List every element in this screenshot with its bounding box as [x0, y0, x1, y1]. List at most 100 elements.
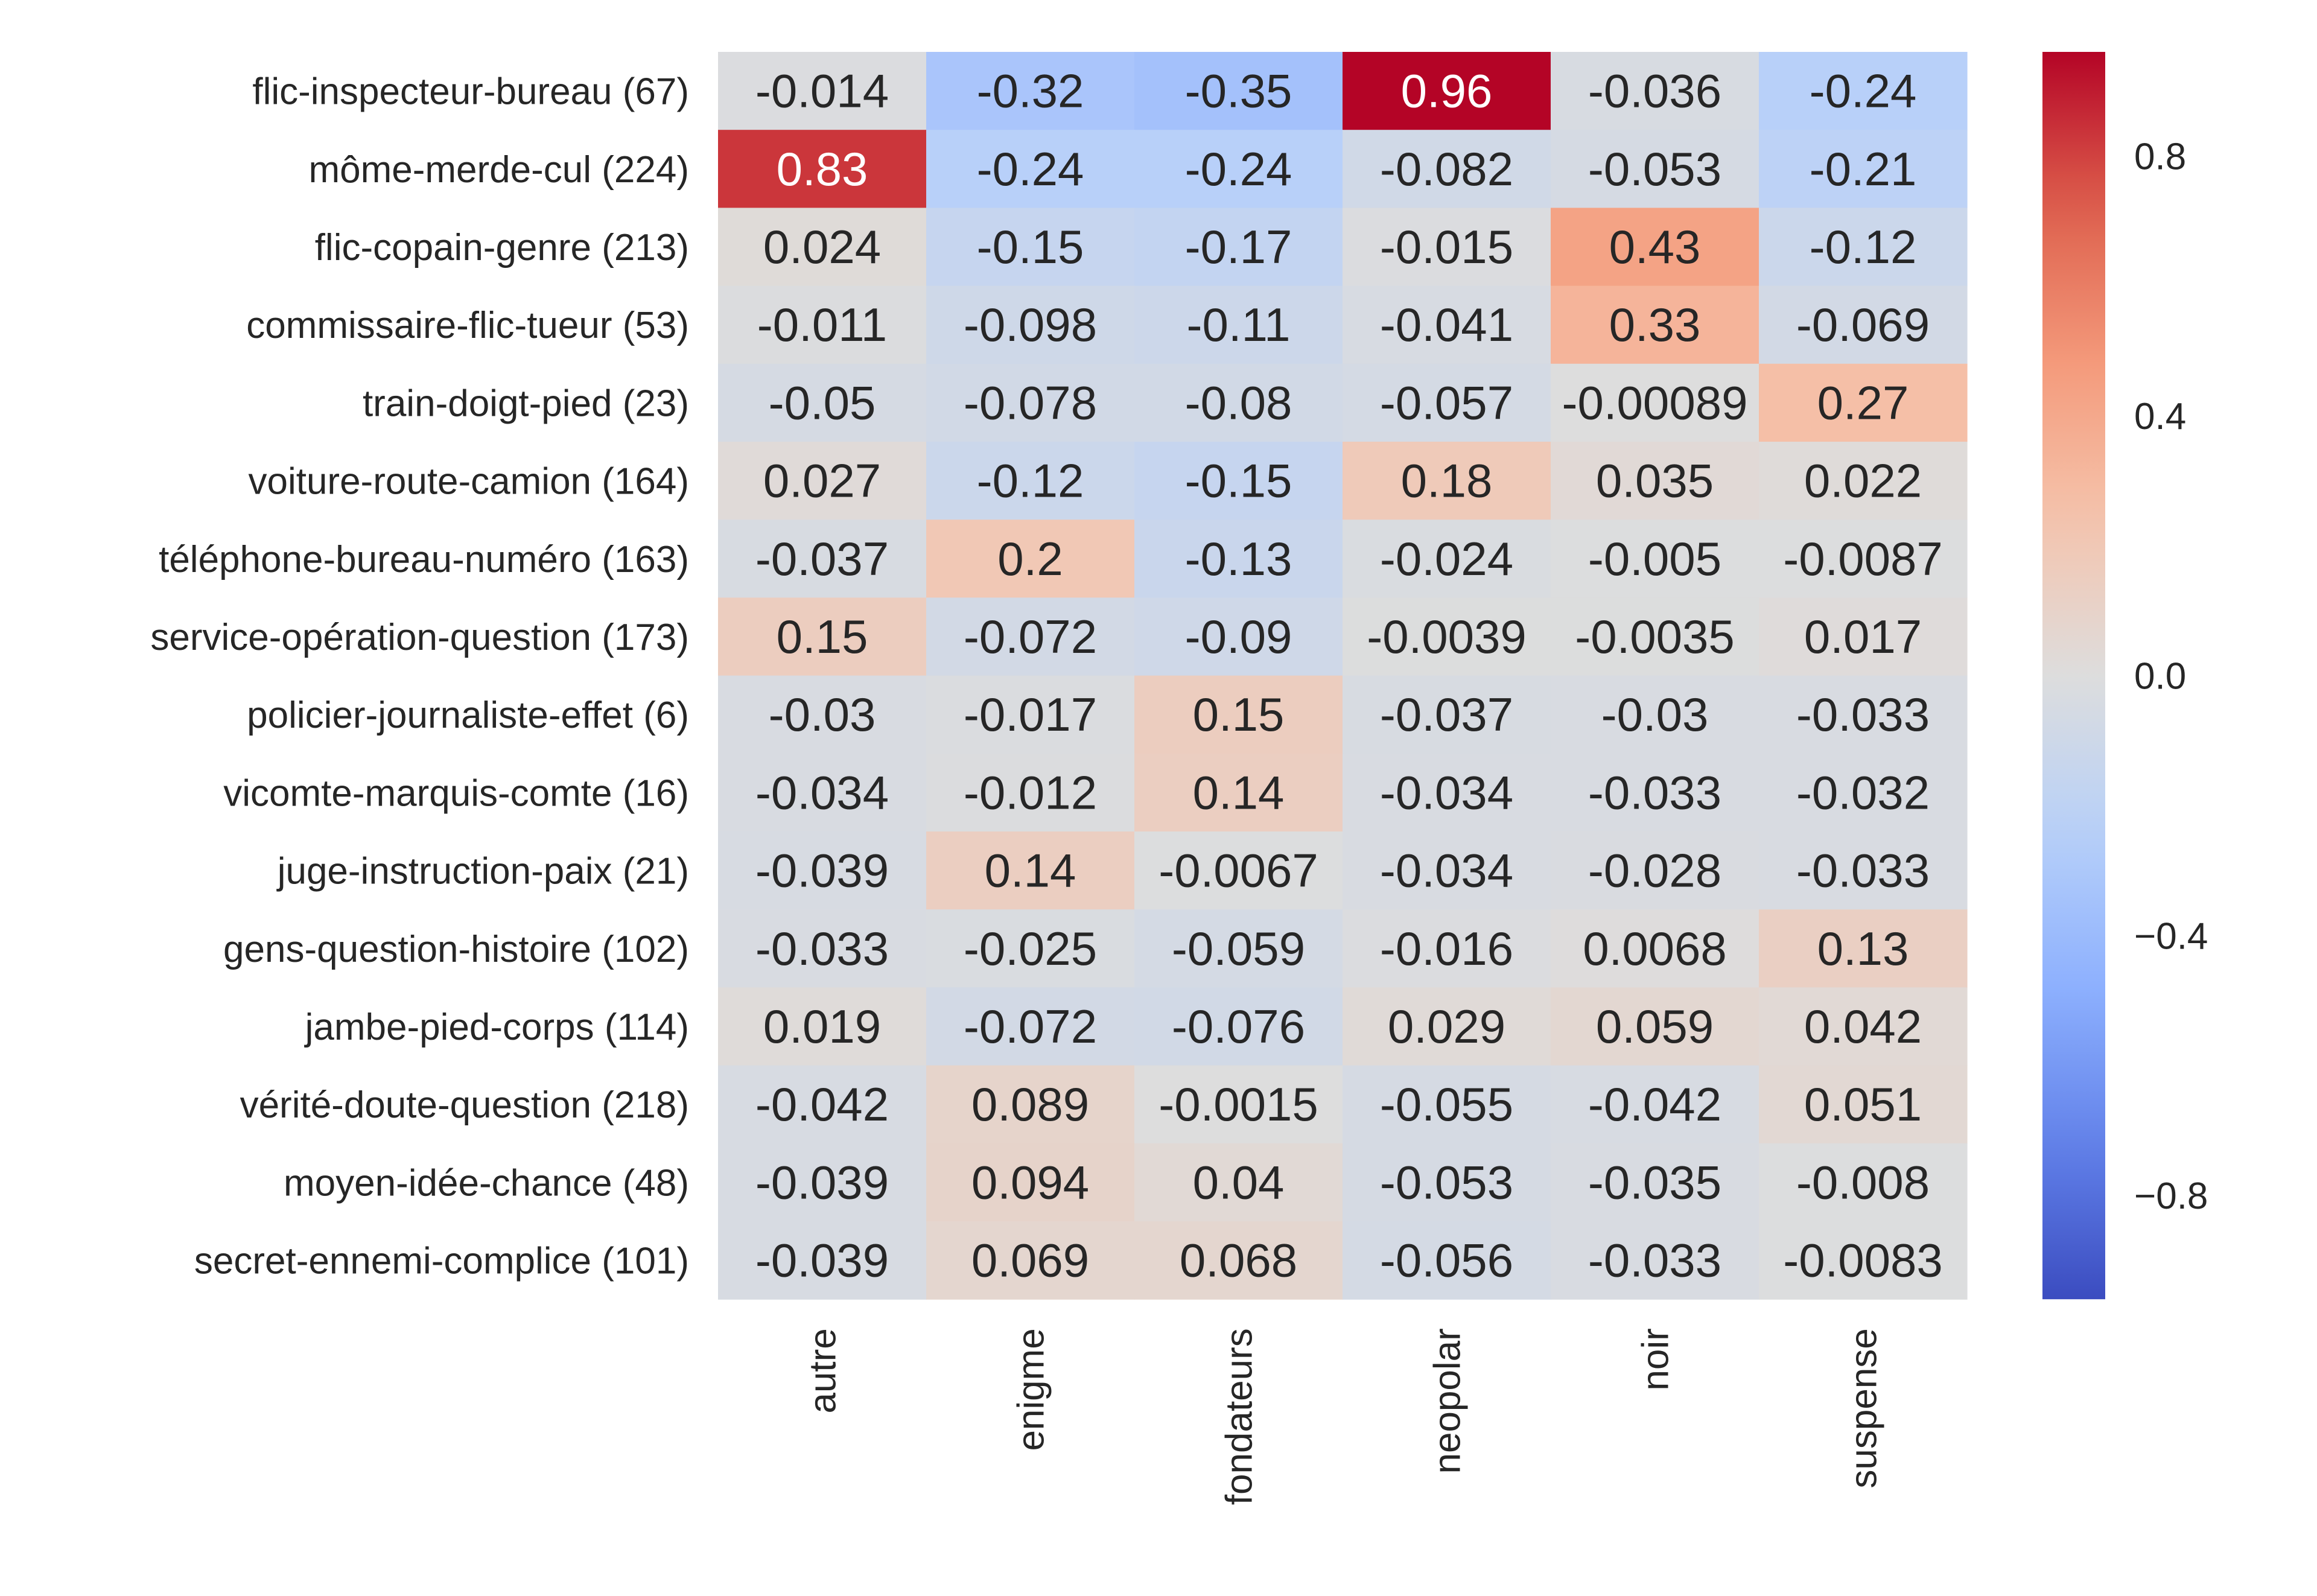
cell-value-label: -0.014 [755, 65, 889, 118]
heatmap-cell [1343, 1143, 1551, 1222]
row-label: service-opération-question (173) [150, 617, 689, 658]
heatmap-cell [1759, 130, 1968, 208]
cell-value-label: -0.015 [1380, 220, 1513, 273]
cell-value-label: -0.039 [755, 1234, 889, 1287]
cell-value-label: -0.0083 [1783, 1234, 1943, 1287]
cell-value-label: -0.033 [755, 922, 889, 975]
cell-value-label: -0.098 [964, 298, 1097, 351]
cell-value-label: -0.042 [1588, 1078, 1721, 1131]
heatmap-cell [1343, 1221, 1551, 1300]
cell-value-label: 0.019 [763, 1000, 881, 1053]
cell-value-label: -0.17 [1185, 220, 1292, 273]
heatmap-cell [1551, 520, 1759, 598]
heatmap-cell [1343, 831, 1551, 910]
cell-value-label: -0.13 [1185, 532, 1292, 585]
cell-value-label: -0.035 [1588, 1156, 1721, 1209]
cell-value-label: -0.033 [1796, 844, 1930, 897]
cell-value-label: -0.072 [964, 1000, 1097, 1053]
heatmap-cell [1759, 285, 1968, 364]
heatmap-cell [926, 597, 1135, 676]
heatmap-cell [1551, 1221, 1759, 1300]
row-label: commissaire-flic-tueur (53) [246, 305, 689, 346]
cell-value-label: -0.32 [977, 65, 1084, 118]
heatmap-cell [1343, 285, 1551, 364]
cell-value-label: -0.053 [1588, 142, 1721, 196]
heatmap-cell [1134, 909, 1343, 988]
heatmap-cell [718, 753, 927, 832]
cell-value-label: 0.027 [763, 454, 881, 507]
heatmap-cell [1134, 208, 1343, 287]
heatmap-cell [926, 1065, 1135, 1144]
heatmap-cell [1343, 520, 1551, 598]
cell-value-label: 0.0068 [1583, 922, 1727, 975]
cell-value-label: -0.016 [1380, 922, 1513, 975]
cell-value-label: -0.059 [1172, 922, 1305, 975]
row-label: secret-ennemi-complice (101) [194, 1241, 689, 1282]
cell-value-label: -0.069 [1796, 298, 1930, 351]
heatmap-cell [1551, 987, 1759, 1066]
heatmap-cell [1759, 442, 1968, 520]
cell-value-label: 0.089 [971, 1078, 1089, 1131]
row-label: flic-inspecteur-bureau (67) [252, 71, 689, 113]
cell-value-label: -0.076 [1172, 1000, 1305, 1053]
heatmap-cell [1759, 909, 1968, 988]
cell-value-label: 0.051 [1804, 1078, 1922, 1131]
heatmap-cell [926, 675, 1135, 754]
cell-value-label: -0.09 [1185, 610, 1292, 663]
cell-value-label: -0.03 [769, 688, 876, 741]
heatmap-cell [926, 442, 1135, 520]
heatmap-cell [1343, 753, 1551, 832]
cell-value-label: 0.43 [1609, 220, 1701, 273]
heatmap-cell [1759, 675, 1968, 754]
heatmap-cell [1759, 208, 1968, 287]
column-label: enigme [1011, 1328, 1052, 1451]
column-label: suspense [1843, 1328, 1885, 1488]
heatmap-cell [1759, 1143, 1968, 1222]
cell-value-label: -0.08 [1185, 376, 1292, 429]
cell-value-label: -0.042 [755, 1078, 889, 1131]
row-labels: flic-inspecteur-bureau (67) môme-merde-cu… [150, 71, 689, 1282]
cell-value-label: 0.094 [971, 1156, 1089, 1209]
row-label: môme-merde-cul (224) [308, 149, 689, 191]
colorbar-tick-label: −0.8 [2134, 1175, 2208, 1217]
cell-value-label: -0.12 [1810, 220, 1917, 273]
cell-value-label: -0.034 [1380, 844, 1513, 897]
heatmap-cell [1134, 987, 1343, 1066]
cell-value-label: 0.18 [1401, 454, 1493, 507]
cell-value-label: 0.059 [1596, 1000, 1714, 1053]
heatmap-cell [718, 1065, 927, 1144]
heatmap-cell [1134, 130, 1343, 208]
cell-value-label: -0.082 [1380, 142, 1513, 196]
heatmap-cell [1551, 1143, 1759, 1222]
heatmap-cell [926, 909, 1135, 988]
cell-value-label: -0.024 [1380, 532, 1513, 585]
cell-value-label: -0.11 [1187, 298, 1291, 351]
cell-value-label: -0.057 [1380, 376, 1513, 429]
heatmap-cell [718, 909, 927, 988]
cell-value-label: 0.14 [985, 844, 1076, 897]
heatmap-cell [1759, 597, 1968, 676]
heatmap-cell [1343, 1065, 1551, 1144]
cell-value-label: -0.24 [1185, 142, 1292, 196]
cell-value-label: 0.14 [1193, 766, 1285, 819]
colorbar: 0.8 0.4 0.0 −0.4 −0.8 [2042, 52, 2208, 1300]
cell-value-label: 0.068 [1180, 1234, 1297, 1287]
heatmap-cell [718, 1221, 927, 1300]
cell-value-label: 0.96 [1401, 65, 1493, 118]
heatmap-cell [926, 363, 1135, 442]
colorbar-tick-label: 0.8 [2134, 136, 2186, 177]
heatmap-cell [1134, 831, 1343, 910]
cell-value-label: -0.011 [757, 298, 887, 351]
cell-value-label: -0.039 [755, 844, 889, 897]
cell-value-label: 0.04 [1193, 1156, 1285, 1209]
heatmap-cell [926, 520, 1135, 598]
heatmap-cell [1759, 753, 1968, 832]
heatmap-cells: -0.014 -0.32 -0.35 0.96 -0.036 -0.24 0.83 -0.24… [718, 52, 1968, 1300]
cell-value-label: -0.0067 [1158, 844, 1318, 897]
heatmap-cell [1134, 597, 1343, 676]
cell-value-label: 0.2 [997, 532, 1063, 585]
cell-value-label: 0.069 [971, 1234, 1089, 1287]
heatmap-cell [1134, 1221, 1343, 1300]
column-labels: autre enigme fondateurs neopolar noir suspens… [803, 1328, 1885, 1505]
